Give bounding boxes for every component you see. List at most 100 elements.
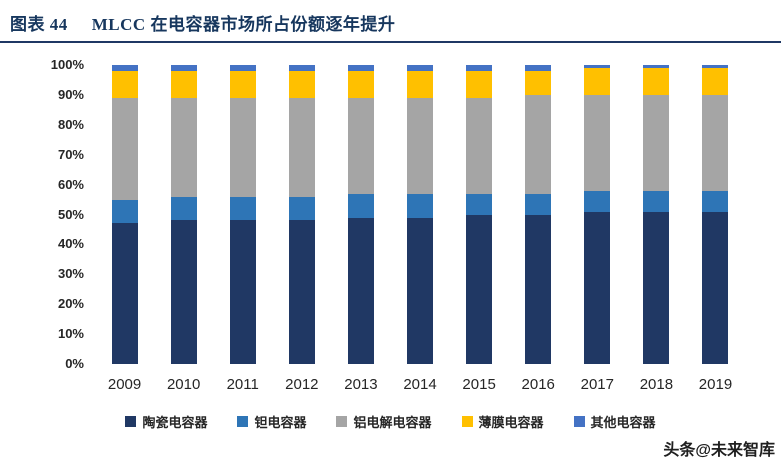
x-axis-label-2019: 2019 [698,375,733,393]
segment-钽电容器-2012 [288,196,315,221]
segment-其他电容器-2018 [643,65,670,69]
bar-column-2013: 2013 [331,65,390,404]
segment-铝电解电容器-2010 [170,97,197,197]
x-axis-label-2011: 2011 [226,375,259,393]
segment-其他电容器-2011 [229,65,256,72]
segment-铝电解电容器-2012 [288,97,315,197]
y-axis-tick-60%: 60% [57,176,84,192]
segment-薄膜电容器-2011 [229,71,256,98]
stacked-bar-chart: 2009 2010 2011 2012 2013 2014 2015 2016 2017 2018… [0,57,781,404]
y-axis-tick-50%: 50% [57,206,84,222]
bar-stack-2011 [229,65,256,364]
bar-2019 [686,65,745,364]
segment-陶瓷电容器-2009 [111,223,138,364]
segment-陶瓷电容器-2014 [407,217,434,364]
bar-column-2018: 2018 [627,65,686,404]
segment-陶瓷电容器-2015 [466,214,493,364]
y-axis-tick-70%: 70% [57,146,84,162]
legend-item-陶瓷电容器: 陶瓷电容器 [125,412,207,431]
segment-钽电容器-2011 [229,196,256,221]
bar-stack-2016 [525,65,552,364]
bar-column-2012: 2012 [272,65,331,404]
y-axis-tick-20%: 20% [57,296,84,312]
figure-title: MLCC 在电容器市场所占份额逐年提升 [91,15,396,34]
segment-其他电容器-2016 [525,65,552,72]
segment-铝电解电容器-2011 [229,97,256,197]
segment-陶瓷电容器-2016 [525,214,552,364]
x-axis-label-2015: 2015 [462,375,496,393]
segment-钽电容器-2017 [584,190,611,212]
bar-column-2015: 2015 [450,65,509,404]
x-axis-label-2018: 2018 [639,375,674,393]
segment-薄膜电容器-2012 [288,71,315,98]
legend-swatch [573,416,585,427]
y-axis-tick-30%: 30% [57,266,84,282]
bar-2011 [213,65,272,364]
segment-铝电解电容器-2017 [584,94,611,191]
segment-薄膜电容器-2016 [525,71,552,95]
segment-其他电容器-2015 [466,65,493,71]
bar-stack-2017 [584,65,611,364]
segment-陶瓷电容器-2012 [288,220,315,364]
y-axis-tick-40%: 40% [57,236,84,252]
bar-2014 [390,65,449,364]
segment-陶瓷电容器-2010 [170,220,197,364]
segment-其他电容器-2013 [347,65,374,72]
bar-column-2014: 2014 [390,65,449,404]
segment-其他电容器-2014 [407,65,434,72]
bar-column-2016: 2016 [509,65,568,404]
segment-铝电解电容器-2009 [111,97,138,200]
legend-label: 其他电容器 [590,415,656,430]
bar-column-2011: 2011 [213,65,272,404]
bar-2012 [272,65,331,364]
segment-钽电容器-2016 [525,193,552,215]
bar-2015 [450,65,509,364]
bar-stack-2015 [466,65,493,364]
segment-薄膜电容器-2018 [643,68,670,95]
segment-薄膜电容器-2019 [702,68,729,95]
x-axis-label-2016: 2016 [521,375,555,393]
y-axis-tick-90%: 90% [57,86,84,102]
segment-其他电容器-2009 [111,65,138,72]
segment-钽电容器-2019 [702,190,729,212]
legend-item-其他电容器: 其他电容器 [573,412,656,431]
legend-item-钽电容器: 钽电容器 [237,412,306,431]
x-axis-label-2013: 2013 [344,375,378,393]
bar-2010 [154,65,213,364]
segment-铝电解电容器-2014 [407,97,434,194]
segment-陶瓷电容器-2013 [347,217,374,364]
y-axis-tick-10%: 10% [57,326,84,342]
bar-column-2009: 2009 [95,65,154,404]
figure-header: 图表 44 MLCC 在电容器市场所占份额逐年提升 [0,0,781,41]
segment-其他电容器-2017 [584,65,611,69]
segment-钽电容器-2014 [407,193,434,218]
segment-铝电解电容器-2013 [347,97,374,194]
legend-label: 陶瓷电容器 [142,415,208,430]
y-axis-tick-0%: 0% [65,356,84,371]
bar-stack-2009 [111,65,138,364]
segment-其他电容器-2019 [702,65,729,69]
segment-钽电容器-2013 [347,193,374,218]
segment-钽电容器-2015 [466,193,493,215]
legend-swatch [461,416,473,427]
bar-2018 [627,65,686,364]
segment-陶瓷电容器-2019 [702,211,729,364]
watermark: 头条@未来智库 [663,442,775,459]
legend-swatch [336,416,348,427]
legend-swatch [125,416,137,427]
segment-铝电解电容器-2018 [643,94,670,191]
figure-label: 图表 44 [10,15,68,34]
segment-钽电容器-2018 [643,190,670,212]
segment-陶瓷电容器-2017 [584,211,611,364]
bar-stack-2014 [407,65,434,364]
segment-薄膜电容器-2013 [347,71,374,98]
bar-column-2017: 2017 [568,65,627,404]
bar-stack-2012 [288,65,315,364]
bar-stack-2010 [170,65,197,364]
bar-column-2019: 2019 [686,65,745,404]
segment-薄膜电容器-2009 [111,71,138,98]
header-divider [0,41,781,43]
y-axis-tick-80%: 80% [57,116,84,132]
segment-钽电容器-2009 [111,199,138,224]
segment-薄膜电容器-2017 [584,68,611,95]
